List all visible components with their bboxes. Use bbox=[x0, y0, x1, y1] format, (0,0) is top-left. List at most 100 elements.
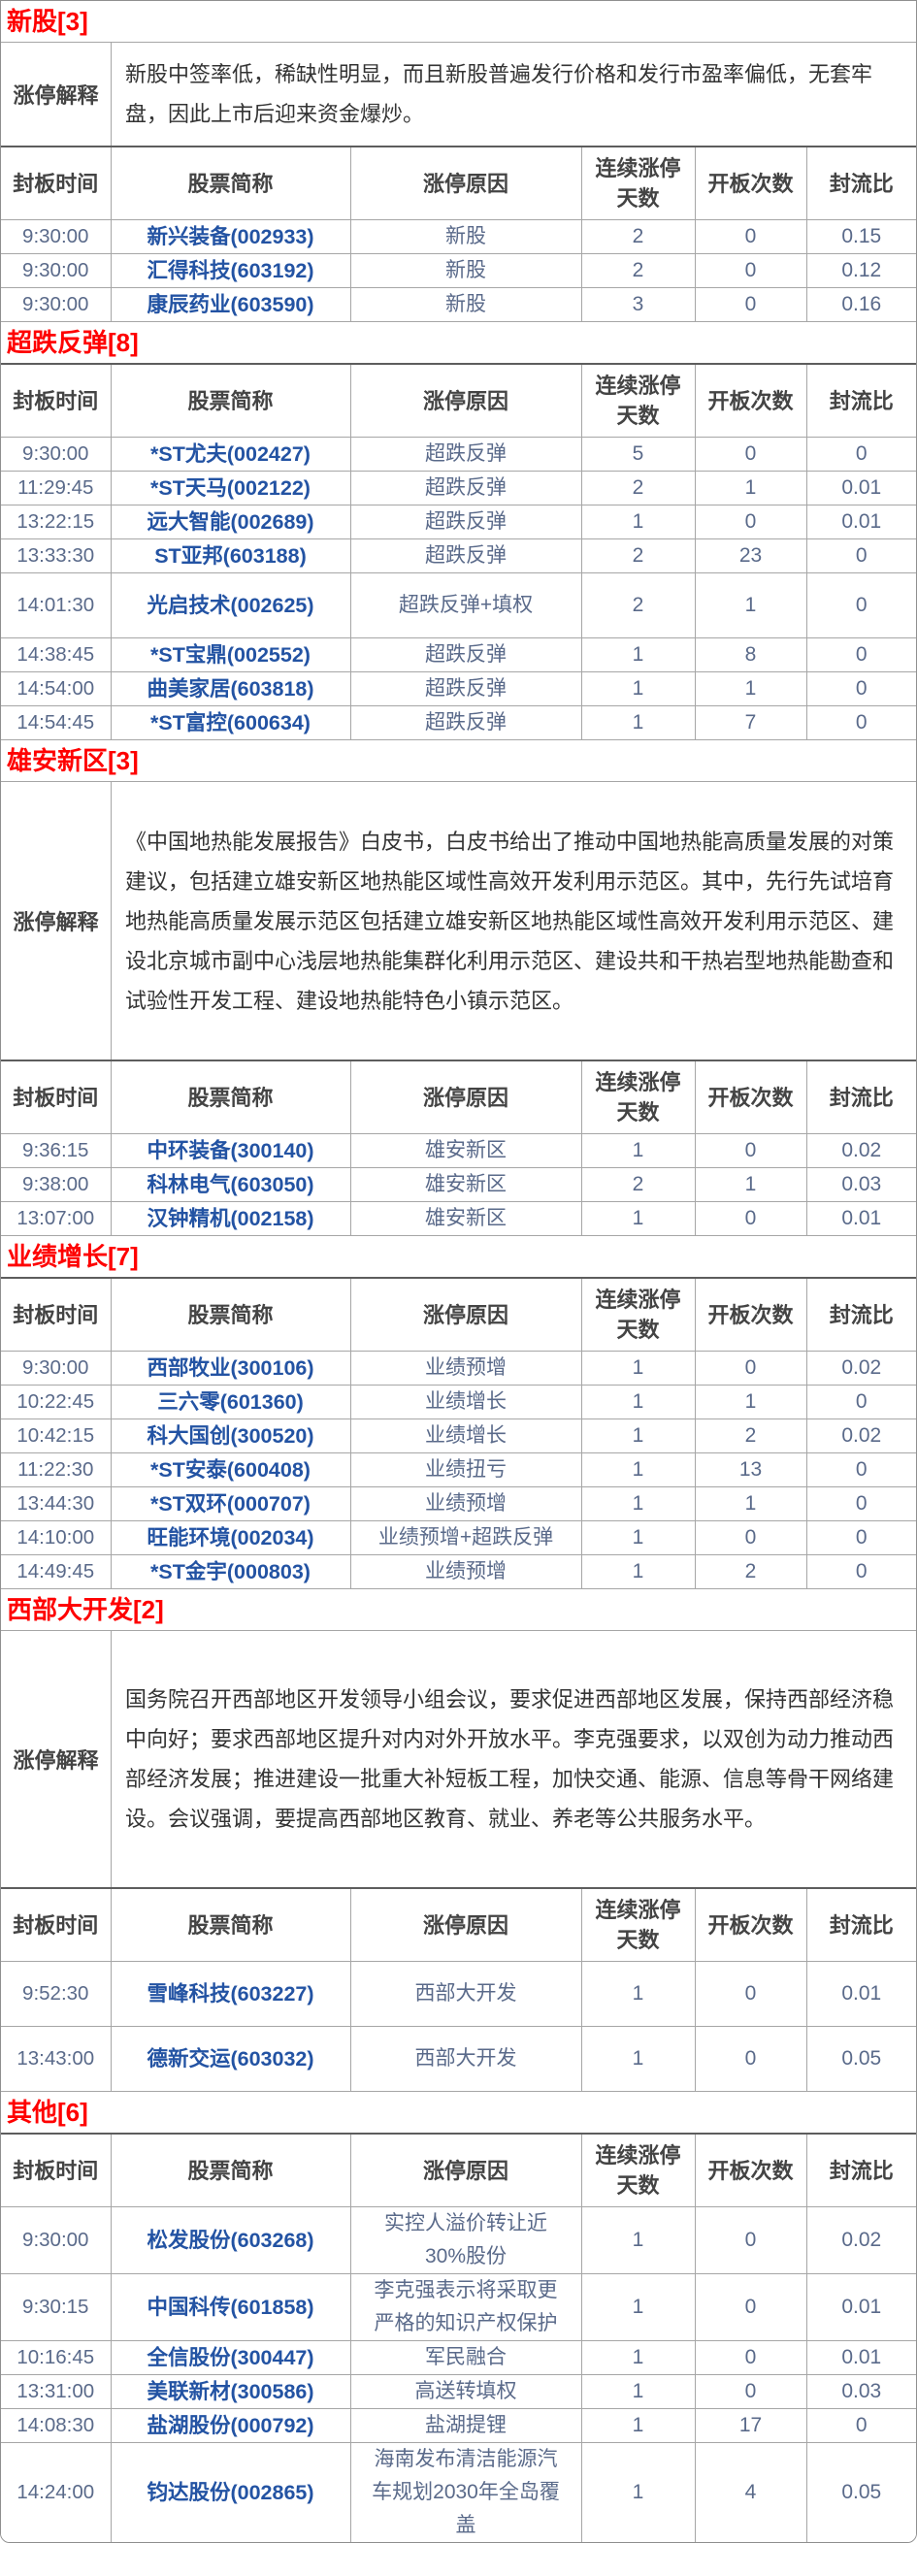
header-row: 封板时间 股票简称 涨停原因 连续涨停天数 开板次数 封流比 bbox=[1, 1888, 916, 1962]
days-cell: 3 bbox=[580, 287, 696, 322]
col-open-count: 开板次数 bbox=[694, 1278, 807, 1352]
table-row: 10:42:15 科大国创(300520) 业绩增长 1 2 0.02 bbox=[1, 1418, 916, 1453]
table-row: 13:22:15 远大智能(002689) 超跌反弹 1 0 0.01 bbox=[1, 505, 916, 539]
table-body: 9:30:00 *ST尤夫(002427) 超跌反弹 5 0 0 11:29:4… bbox=[1, 437, 916, 740]
stock-link[interactable]: 中国科传(601858) bbox=[110, 2273, 351, 2341]
stock-link[interactable]: 旺能环境(002034) bbox=[110, 1520, 351, 1555]
stock-link[interactable]: *ST安泰(600408) bbox=[110, 1452, 351, 1487]
days-cell: 2 bbox=[580, 253, 696, 288]
stock-link[interactable]: *ST宝鼎(002552) bbox=[110, 637, 351, 672]
reason-cell: 超跌反弹 bbox=[349, 671, 582, 706]
stock-link[interactable]: 中环装备(300140) bbox=[110, 1133, 351, 1168]
table-body: 9:30:00 松发股份(603268) 实控人溢价转让近30%股份 1 0 0… bbox=[1, 2206, 916, 2542]
table-row: 13:31:00 美联新材(300586) 高送转填权 1 0 0.03 bbox=[1, 2374, 916, 2409]
table-row: 14:49:45 *ST金宇(000803) 业绩预增 1 2 0 bbox=[1, 1554, 916, 1589]
days-cell: 2 bbox=[580, 219, 696, 254]
col-stock-name: 股票简称 bbox=[110, 1278, 351, 1352]
ratio-cell: 0.15 bbox=[805, 219, 916, 254]
days-cell: 1 bbox=[580, 1520, 696, 1555]
stock-link[interactable]: *ST双环(000707) bbox=[110, 1486, 351, 1521]
seal-time-cell: 9:38:00 bbox=[1, 1167, 112, 1202]
table-row: 9:36:15 中环装备(300140) 雄安新区 1 0 0.02 bbox=[1, 1133, 916, 1168]
reason-cell: 军民融合 bbox=[349, 2340, 582, 2375]
stock-link[interactable]: 美联新材(300586) bbox=[110, 2374, 351, 2409]
stock-link[interactable]: 曲美家居(603818) bbox=[110, 671, 351, 706]
stock-link[interactable]: 雪峰科技(603227) bbox=[110, 1961, 351, 2027]
col-reason: 涨停原因 bbox=[349, 1060, 582, 1134]
reason-cell: 超跌反弹 bbox=[349, 705, 582, 740]
reason-cell: 超跌反弹 bbox=[349, 637, 582, 672]
table-row: 9:52:30 雪峰科技(603227) 西部大开发 1 0 0.01 bbox=[1, 1961, 916, 2027]
col-seal-ratio: 封流比 bbox=[805, 2134, 916, 2207]
stock-link[interactable]: 全信股份(300447) bbox=[110, 2340, 351, 2375]
stock-link[interactable]: ST亚邦(603188) bbox=[110, 538, 351, 573]
table-row: 9:30:00 松发股份(603268) 实控人溢价转让近30%股份 1 0 0… bbox=[1, 2206, 916, 2274]
ratio-cell: 0 bbox=[805, 538, 916, 573]
open-count-cell: 0 bbox=[694, 1201, 807, 1236]
open-count-cell: 4 bbox=[694, 2442, 807, 2542]
header-row: 封板时间 股票简称 涨停原因 连续涨停天数 开板次数 封流比 bbox=[1, 1278, 916, 1352]
table-row: 14:54:00 曲美家居(603818) 超跌反弹 1 1 0 bbox=[1, 671, 916, 706]
reason-cell: 新股 bbox=[349, 219, 582, 254]
ratio-cell: 0.05 bbox=[805, 2442, 916, 2542]
ratio-cell: 0.01 bbox=[805, 1201, 916, 1236]
open-count-cell: 7 bbox=[694, 705, 807, 740]
stock-link[interactable]: 光启技术(002625) bbox=[110, 572, 351, 638]
theme-section: 业绩增长[7] 封板时间 股票简称 涨停原因 连续涨停天数 开板次数 封流比 9… bbox=[1, 1236, 916, 1589]
theme-section: 新股[3] 涨停解释 新股中签率低，稀缺性明显，而且新股普遍发行价格和发行市盈率… bbox=[1, 1, 916, 322]
open-count-cell: 0 bbox=[694, 1133, 807, 1168]
ratio-cell: 0 bbox=[805, 671, 916, 706]
reason-cell: 西部大开发 bbox=[349, 2026, 582, 2092]
seal-time-cell: 14:38:45 bbox=[1, 637, 112, 672]
stock-link[interactable]: *ST天马(002122) bbox=[110, 471, 351, 505]
reason-cell: 业绩预增 bbox=[349, 1554, 582, 1589]
table-body: 9:30:00 西部牧业(300106) 业绩预增 1 0 0.02 10:22… bbox=[1, 1351, 916, 1589]
table-header: 封板时间 股票简称 涨停原因 连续涨停天数 开板次数 封流比 bbox=[1, 147, 916, 220]
stock-link[interactable]: *ST尤夫(002427) bbox=[110, 437, 351, 472]
reason-cell: 业绩扭亏 bbox=[349, 1452, 582, 1487]
theme-section: 雄安新区[3] 涨停解释 《中国地热能发展报告》白皮书，白皮书给出了推动中国地热… bbox=[1, 740, 916, 1236]
col-days: 连续涨停天数 bbox=[580, 364, 696, 438]
ratio-cell: 0.03 bbox=[805, 2374, 916, 2409]
table-header: 封板时间 股票简称 涨停原因 连续涨停天数 开板次数 封流比 bbox=[1, 2134, 916, 2207]
stock-link[interactable]: 新兴装备(002933) bbox=[110, 219, 351, 254]
stock-link[interactable]: 汇得科技(603192) bbox=[110, 253, 351, 288]
seal-time-cell: 14:10:00 bbox=[1, 1520, 112, 1555]
seal-time-cell: 14:54:45 bbox=[1, 705, 112, 740]
stock-link[interactable]: *ST金宇(000803) bbox=[110, 1554, 351, 1589]
ratio-cell: 0 bbox=[805, 572, 916, 638]
seal-time-cell: 9:36:15 bbox=[1, 1133, 112, 1168]
stock-link[interactable]: 科林电气(603050) bbox=[110, 1167, 351, 1202]
stock-link[interactable]: 三六零(601360) bbox=[110, 1385, 351, 1419]
reason-cell: 海南发布清洁能源汽车规划2030年全岛覆盖 bbox=[349, 2442, 582, 2542]
days-cell: 1 bbox=[580, 2408, 696, 2443]
col-reason: 涨停原因 bbox=[349, 1278, 582, 1352]
stock-link[interactable]: 盐湖股份(000792) bbox=[110, 2408, 351, 2443]
stocks-table: 封板时间 股票简称 涨停原因 连续涨停天数 开板次数 封流比 9:30:00 *… bbox=[1, 363, 916, 740]
table-row: 13:07:00 汉钟精机(002158) 雄安新区 1 0 0.01 bbox=[1, 1201, 916, 1236]
stock-link[interactable]: 科大国创(300520) bbox=[110, 1418, 351, 1453]
stock-link[interactable]: 汉钟精机(002158) bbox=[110, 1201, 351, 1236]
table-row: 9:30:00 康辰药业(603590) 新股 3 0 0.16 bbox=[1, 287, 916, 322]
stock-link[interactable]: 远大智能(002689) bbox=[110, 505, 351, 539]
seal-time-cell: 11:29:45 bbox=[1, 471, 112, 505]
ratio-cell: 0 bbox=[805, 1554, 916, 1589]
stock-link[interactable]: 钧达股份(002865) bbox=[110, 2442, 351, 2542]
open-count-cell: 2 bbox=[694, 1554, 807, 1589]
days-cell: 5 bbox=[580, 437, 696, 472]
stock-link[interactable]: 西部牧业(300106) bbox=[110, 1351, 351, 1386]
table-header: 封板时间 股票简称 涨停原因 连续涨停天数 开板次数 封流比 bbox=[1, 1060, 916, 1134]
open-count-cell: 0 bbox=[694, 1520, 807, 1555]
table-row: 9:30:00 新兴装备(002933) 新股 2 0 0.15 bbox=[1, 219, 916, 254]
days-cell: 1 bbox=[580, 1418, 696, 1453]
stock-link[interactable]: 松发股份(603268) bbox=[110, 2206, 351, 2274]
ratio-cell: 0.01 bbox=[805, 2273, 916, 2341]
theme-section: 超跌反弹[8] 封板时间 股票简称 涨停原因 连续涨停天数 开板次数 封流比 9… bbox=[1, 322, 916, 740]
open-count-cell: 0 bbox=[694, 2340, 807, 2375]
ratio-cell: 0.02 bbox=[805, 1418, 916, 1453]
stock-link[interactable]: 德新交运(603032) bbox=[110, 2026, 351, 2092]
table-row: 9:38:00 科林电气(603050) 雄安新区 2 1 0.03 bbox=[1, 1167, 916, 1202]
stock-link[interactable]: *ST富控(600634) bbox=[110, 705, 351, 740]
stock-link[interactable]: 康辰药业(603590) bbox=[110, 287, 351, 322]
